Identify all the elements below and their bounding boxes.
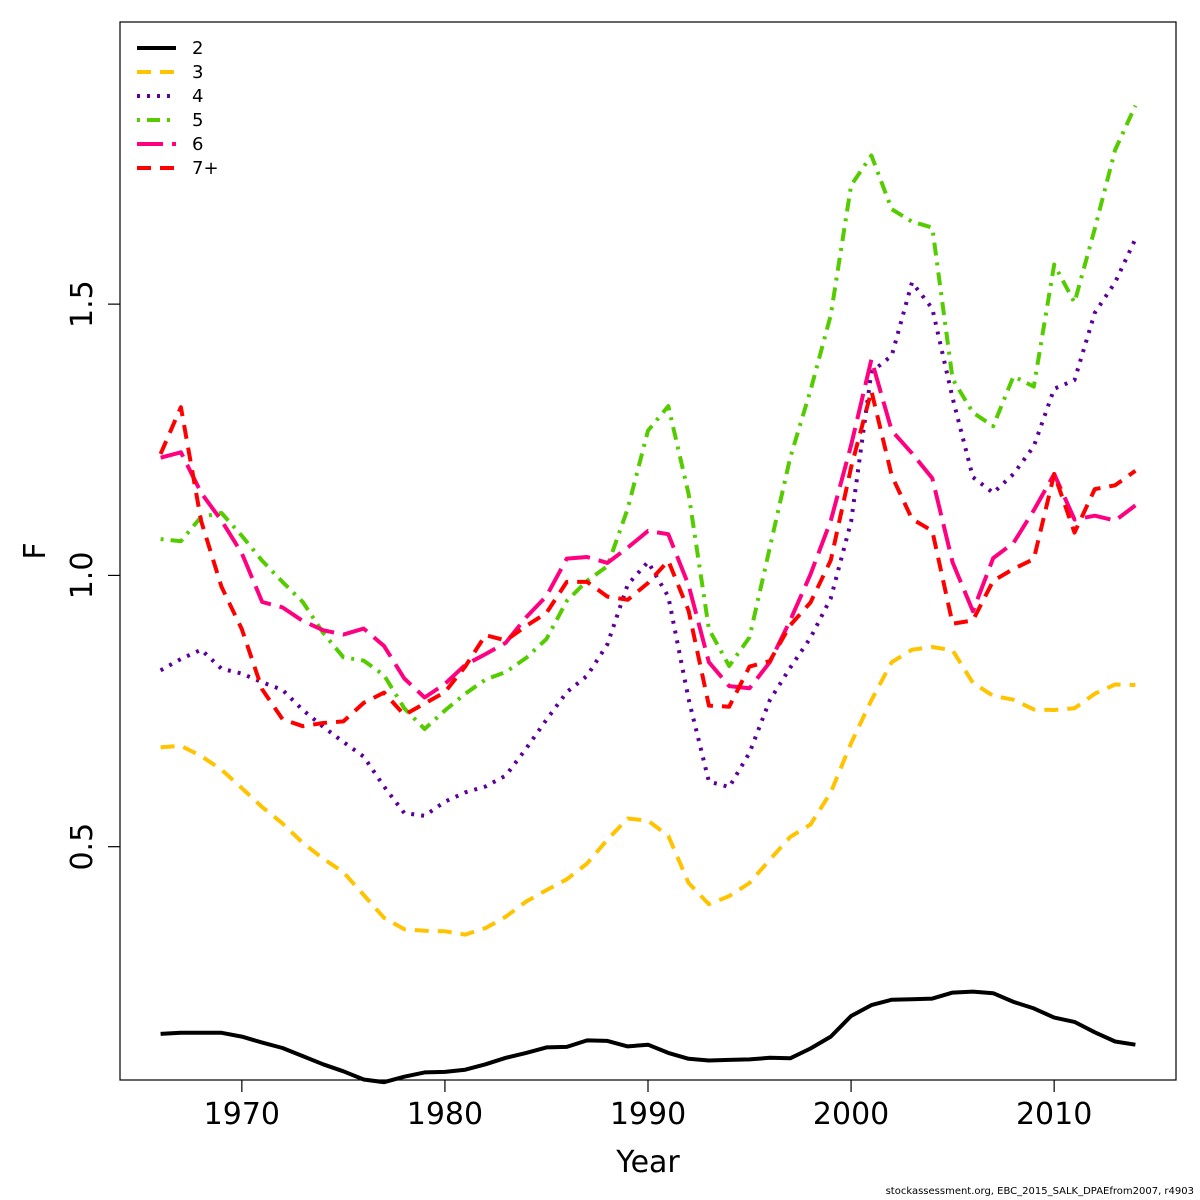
footer-credit: stockassessment.org, EBC_2015_SALK_DPAEf… — [885, 1186, 1194, 1197]
x-tick-label: 1980 — [407, 1097, 483, 1132]
legend-label: 5 — [192, 110, 203, 131]
x-tick-label: 2010 — [1016, 1097, 1092, 1132]
series-line-3 — [159, 238, 1138, 818]
x-tick-label: 2000 — [813, 1097, 889, 1132]
series-line-2 — [160, 645, 1136, 937]
series-line-5 — [160, 357, 1137, 700]
legend-label: 3 — [192, 62, 203, 83]
x-axis-title: Year — [615, 1145, 680, 1180]
x-tick-label: 1990 — [610, 1097, 686, 1132]
plot-frame — [119, 21, 1177, 1081]
legend-label: 2 — [192, 38, 203, 59]
y-tick-label: 0.5 — [65, 823, 100, 871]
series-line-6 — [158, 388, 1137, 729]
y-axis-title: F — [18, 542, 53, 559]
series-line-1 — [160, 989, 1136, 1085]
legend-label: 7+ — [192, 158, 219, 179]
legend-label: 4 — [192, 86, 203, 107]
series-layer — [158, 104, 1138, 1085]
series-line-4 — [160, 104, 1138, 731]
y-tick-label: 1.0 — [65, 552, 100, 600]
legend: 2 3 4 5 6 7+ — [137, 38, 219, 179]
x-axis: 1970 1980 1990 2000 2010 — [204, 1080, 1092, 1132]
y-axis: 0.5 1.0 1.5 — [65, 280, 120, 871]
x-tick-label: 1970 — [204, 1097, 280, 1132]
legend-label: 6 — [192, 134, 203, 155]
y-tick-label: 1.5 — [65, 280, 100, 328]
